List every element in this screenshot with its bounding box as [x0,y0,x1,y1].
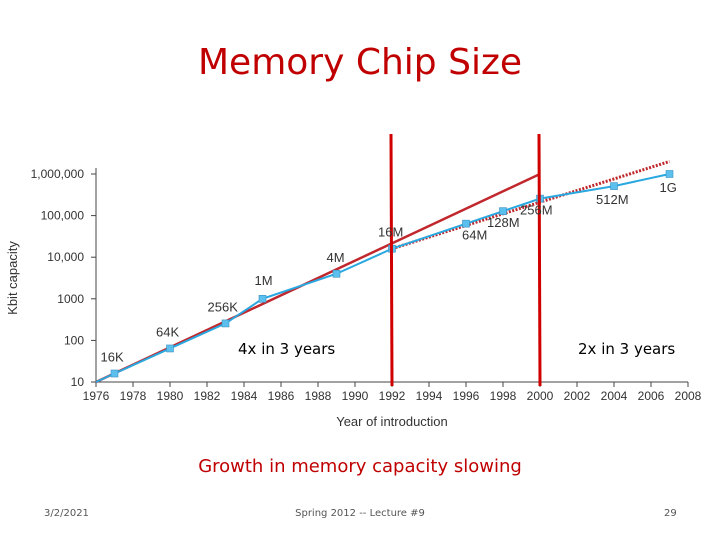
y-tick-label: 1,000,000 [31,167,85,181]
series-line [95,173,670,383]
point-label: 16K [101,350,124,365]
data-point [665,170,674,178]
data-point [110,369,119,378]
point-label: 128M [487,215,520,230]
x-tick-label: 2002 [564,389,591,403]
data-point [610,182,618,190]
x-tick-label: 1976 [83,389,110,403]
memory-chart: 1976 1978 1980 1982 1984 1986 1988 1990 1992 1994… [5,133,702,429]
x-tick-label: 1978 [120,389,147,403]
era-dividers [389,133,542,387]
y-tick-label: 100,000 [41,209,85,223]
data-point [258,295,267,303]
point-label: 64M [462,228,487,243]
data-point [221,319,230,328]
x-tick-label: 1982 [194,389,221,403]
annotation-2x: 2x in 3 years [578,340,676,358]
trend-line-2 [391,160,670,251]
y-tick-label: 10,000 [47,250,84,264]
caption: Growth in memory capacity slowing [198,456,522,477]
x-axis-label: Year of introduction [336,414,448,429]
x-tick-label: 2006 [638,389,665,403]
x-tick-label: 1996 [453,389,480,403]
x-tick-label: 1998 [490,389,517,403]
x-tick-label: 1984 [231,389,258,403]
point-label: 512M [596,192,629,207]
data-point [166,344,174,353]
data-point [462,219,470,228]
point-label: 1M [255,273,273,288]
x-tick-label: 2008 [675,389,702,403]
data-point [499,207,507,215]
y-tick-label: 100 [64,333,84,347]
chart-ticks: 1976 1978 1980 1982 1984 1986 1988 1990 1992 1994… [31,167,702,403]
x-tick-label: 1988 [305,389,332,403]
y-axis-label: Kbit capacity [5,241,20,315]
y-tick-label: 1000 [57,292,84,306]
divider-2000 [537,133,542,387]
x-tick-label: 2004 [601,389,628,403]
point-label: 16M [378,225,403,240]
point-label: 4M [327,250,345,265]
x-tick-label: 1980 [157,389,184,403]
footer-course: Spring 2012 -- Lecture #9 [295,508,425,519]
point-label: 256M [520,203,553,218]
annotation-4x: 4x in 3 years [238,340,336,358]
footer-date: 3/2/2021 [44,508,89,519]
x-tick-label: 1994 [416,389,443,403]
footer-page: 29 [664,508,677,519]
point-label: 256K [208,299,239,314]
point-label: 64K [156,324,179,339]
x-tick-label: 1986 [268,389,295,403]
x-tick-label: 1990 [342,389,369,403]
divider-1992 [389,133,394,387]
slide-title: Memory Chip Size [198,42,522,83]
x-tick-label: 2000 [527,389,554,403]
x-tick-label: 1992 [379,389,406,403]
point-label: 1G [660,180,677,195]
y-tick-label: 10 [71,375,85,389]
data-point [332,269,341,278]
